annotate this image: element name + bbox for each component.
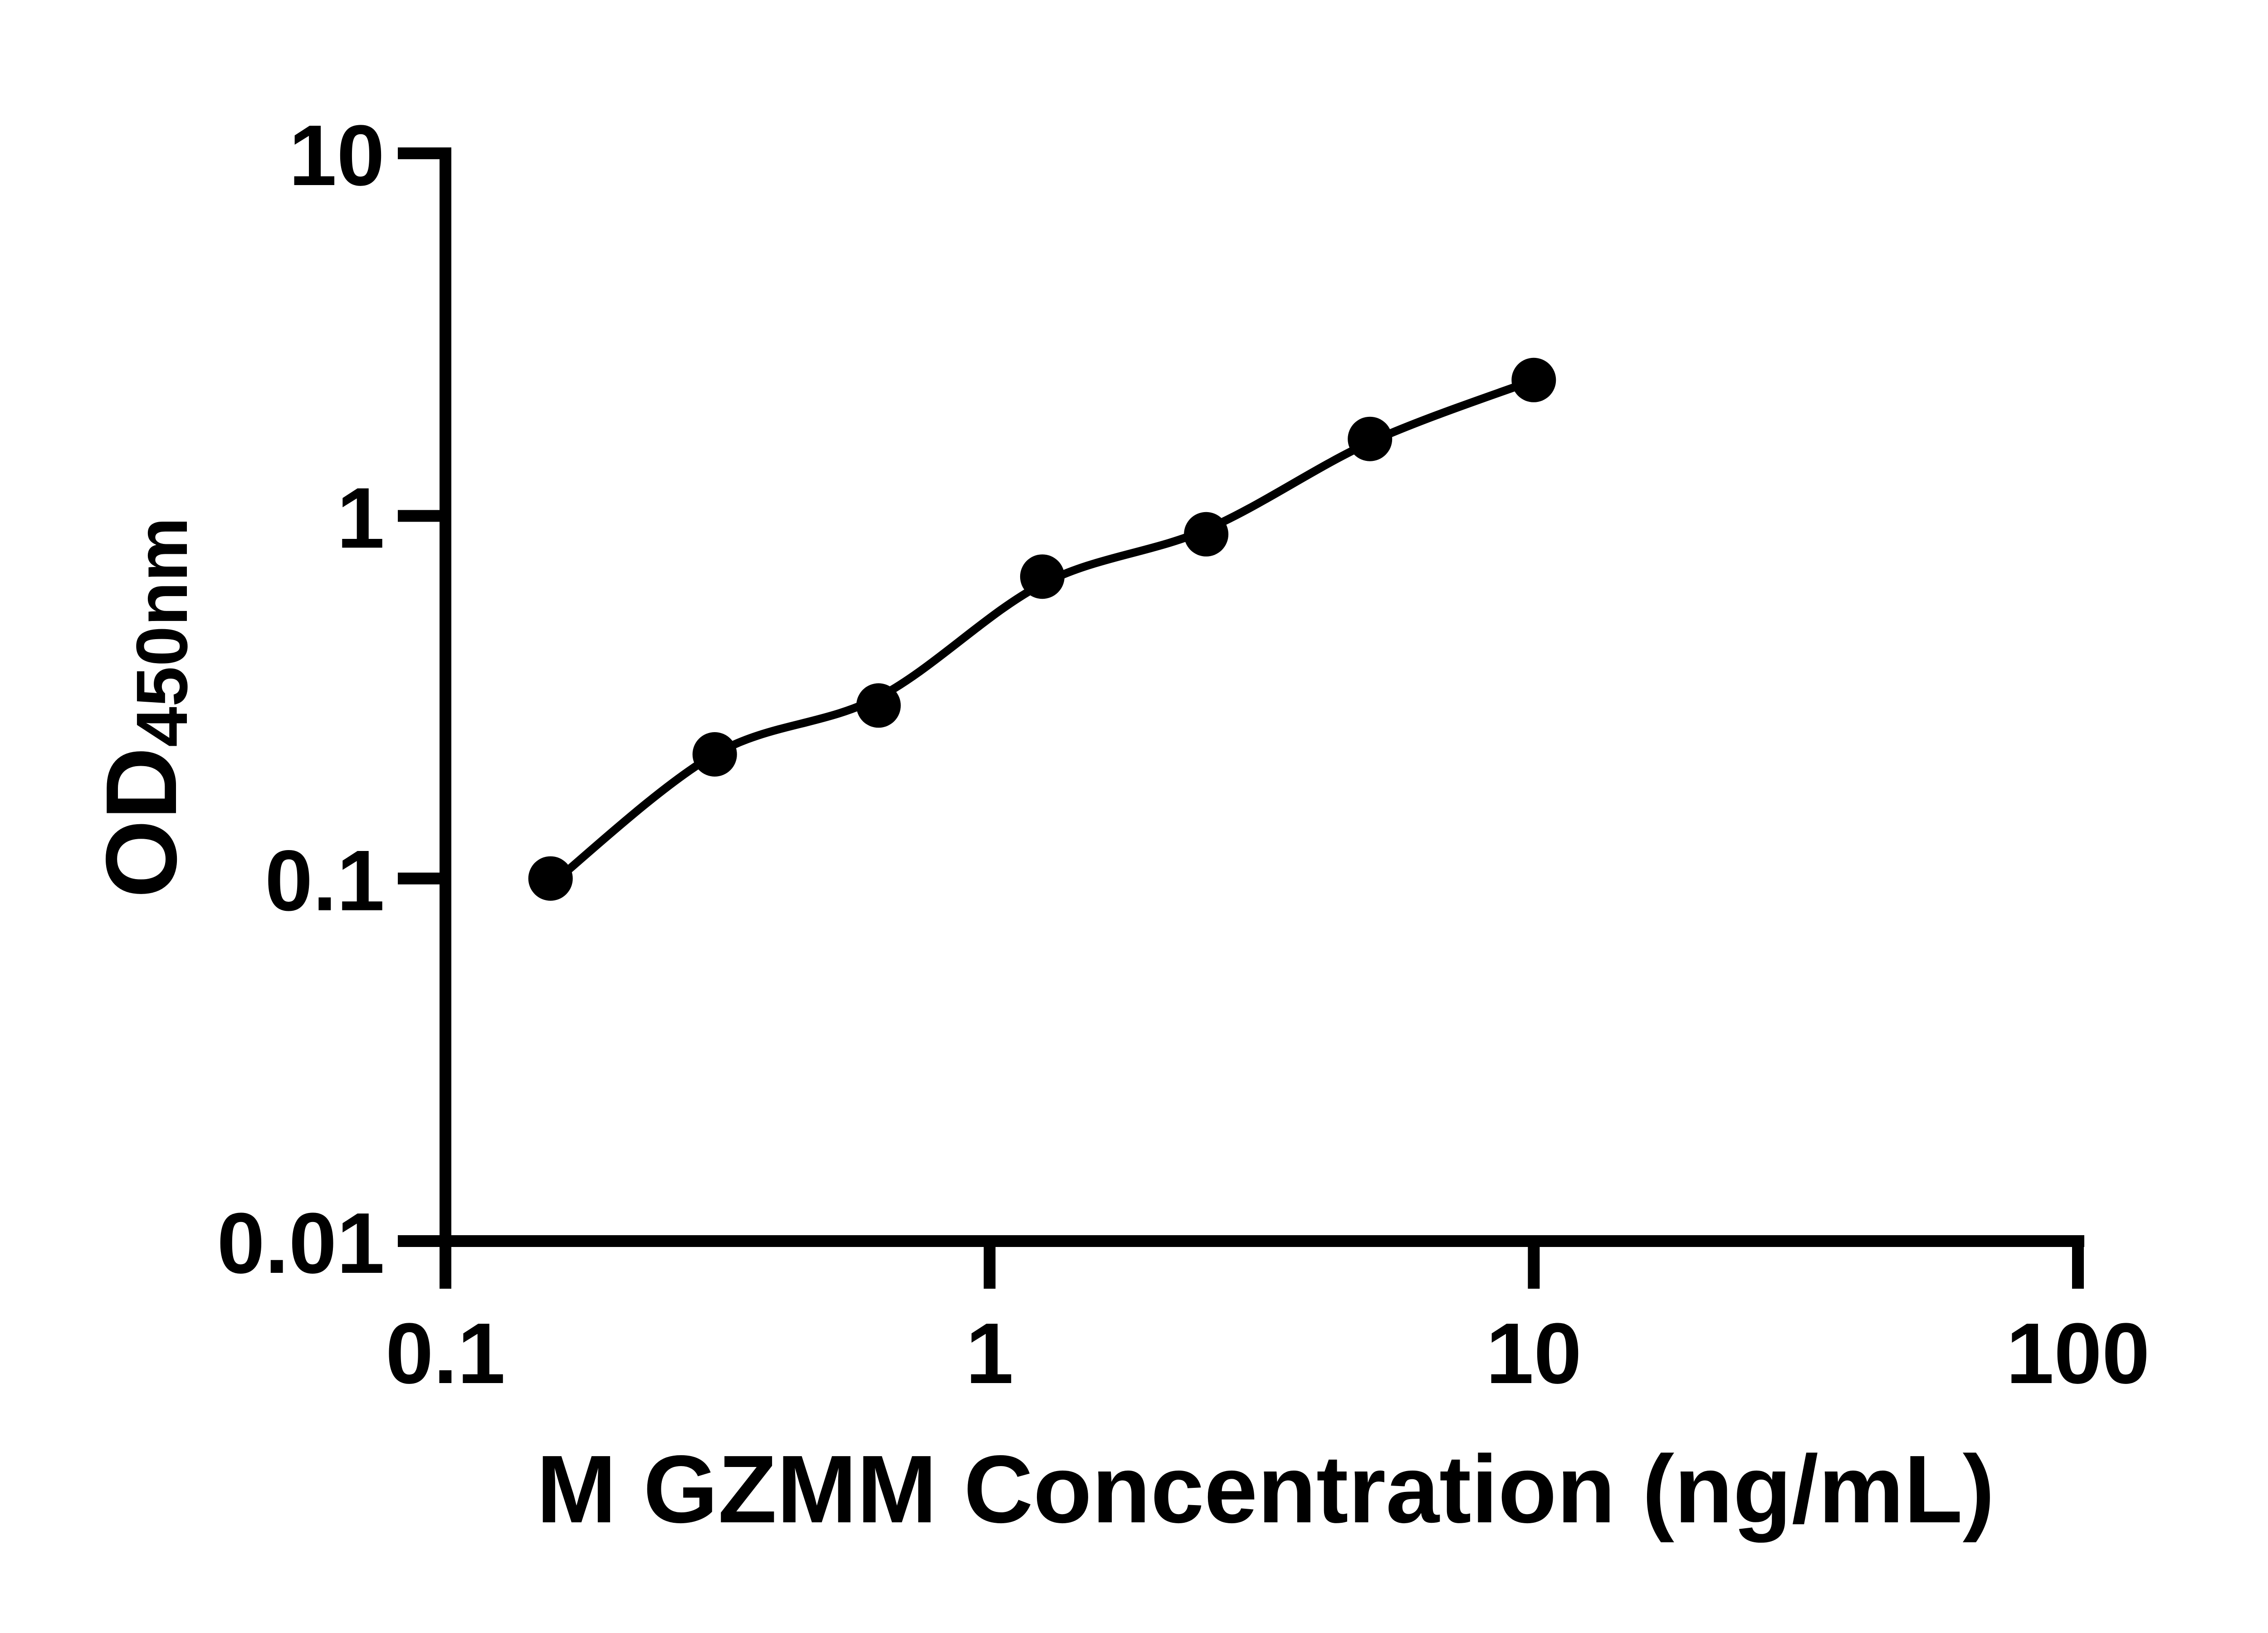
y-tick-labels: 10 1 0.1 0.01 [217,108,385,1291]
x-tick [1528,1247,1540,1289]
data-point [1020,554,1065,599]
x-tick-label: 1 [966,1305,1014,1402]
y-tick-group [398,147,440,1247]
x-tick-label: 10 [1486,1305,1582,1402]
x-axis-title: M GZMM Concentration (ng/mL) [537,1435,1995,1543]
y-tick-label: 10 [289,108,385,204]
data-point [528,856,573,901]
x-tick-labels: 0.1 1 10 100 [386,1305,2150,1402]
y-tick-label: 0.1 [265,833,385,929]
y-axis-title-subscript: 450nm [121,517,202,747]
y-tick [398,872,440,885]
axes [398,147,2084,1289]
x-tick [983,1247,996,1289]
data-point [1511,357,1556,402]
x-tick-label: 0.1 [386,1305,505,1402]
x-tick-label: 100 [2006,1305,2150,1402]
data-point [1184,512,1229,557]
plot-area [528,357,1556,901]
y-axis-title: OD450nm [85,517,202,898]
data-point [856,683,901,728]
y-axis-title-main: OD [85,747,198,898]
data-point [692,732,737,777]
y-axis-line [440,147,451,1289]
y-tick-label: 0.01 [217,1195,385,1291]
x-tick-group [440,1247,2084,1289]
y-tick [398,147,440,160]
x-tick [440,1247,451,1289]
y-tick [398,510,440,522]
x-axis-line [440,1235,2084,1247]
x-tick [2072,1247,2084,1289]
y-tick-label: 1 [337,470,385,566]
data-point [1348,416,1393,461]
fit-curve [548,376,1535,888]
y-tick [398,1235,440,1247]
